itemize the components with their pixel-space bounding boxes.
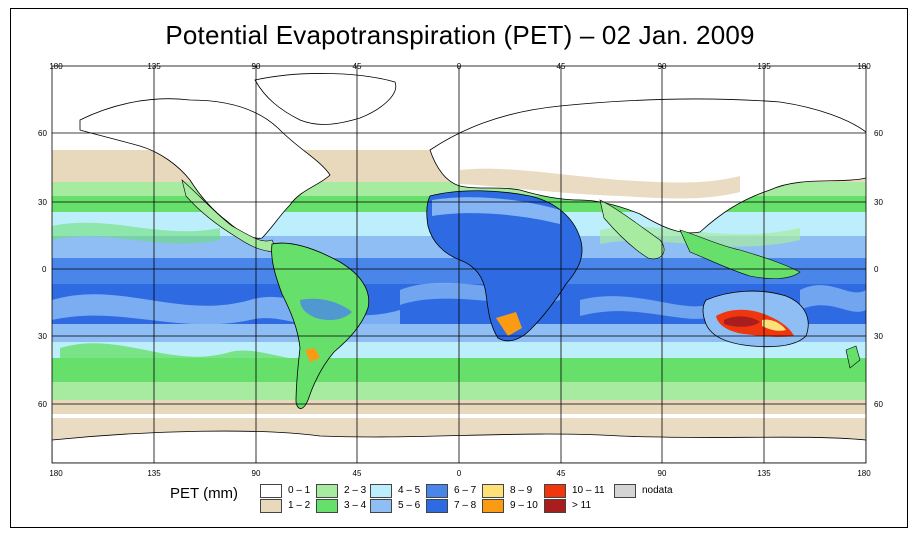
legend-label-2-3: 2 – 3 bbox=[344, 485, 367, 496]
lon-tick-bottom: 180 bbox=[857, 469, 871, 478]
land-greenland bbox=[254, 73, 397, 125]
legend-swatch-9-10 bbox=[482, 499, 504, 513]
swirl-south-pacific-east bbox=[800, 285, 866, 312]
land-sahara-band bbox=[432, 197, 560, 224]
legend-swatch-4-5 bbox=[370, 484, 392, 498]
lon-ticks-bottom: 180 135 90 45 0 45 90 135 180 bbox=[49, 469, 871, 478]
legend-swatch-0-1 bbox=[260, 484, 282, 498]
legend-swatch-gt11 bbox=[544, 499, 566, 513]
legend-swatch-5-6 bbox=[370, 499, 392, 513]
legend-swatch-1-2 bbox=[260, 499, 282, 513]
legend-label-nodata: nodata bbox=[642, 485, 673, 496]
lat-tick-left: 60 bbox=[38, 400, 47, 409]
lat-ticks-right: 60 30 0 30 60 bbox=[874, 129, 883, 409]
lat-tick-left: 0 bbox=[42, 265, 47, 274]
legend-swatch-3-4 bbox=[316, 499, 338, 513]
legend-label-7-8: 7 – 8 bbox=[454, 500, 477, 511]
legend-label-3-4: 3 – 4 bbox=[344, 500, 367, 511]
lat-tick-left: 30 bbox=[38, 332, 47, 341]
map-border bbox=[51, 65, 867, 464]
legend-label-1-2: 1 – 2 bbox=[288, 500, 311, 511]
land-new-zealand bbox=[845, 345, 861, 369]
legend-label-6-7: 6 – 7 bbox=[454, 485, 477, 496]
legend-title: PET (mm) bbox=[170, 485, 239, 502]
swirl-indian bbox=[580, 296, 720, 319]
hotspot-argentina bbox=[305, 348, 320, 362]
legend-swatch-7-8 bbox=[426, 499, 448, 513]
figure-frame bbox=[10, 8, 908, 528]
lon-tick-bottom: 135 bbox=[757, 469, 771, 478]
lon-tick-bottom: 0 bbox=[457, 469, 462, 478]
lon-tick-bottom: 180 bbox=[49, 469, 63, 478]
swirl-south-midlat bbox=[60, 343, 350, 374]
lon-tick-top: 45 bbox=[557, 62, 566, 71]
lon-tick-top: 0 bbox=[457, 62, 462, 71]
land-eurasia bbox=[429, 98, 866, 234]
legend-label-gt11: > 11 bbox=[572, 500, 591, 511]
lon-tick-top: 90 bbox=[252, 62, 261, 71]
legend-label-8-9: 8 – 9 bbox=[510, 485, 533, 496]
lat-tick-right: 0 bbox=[874, 265, 879, 274]
graticule bbox=[51, 65, 867, 464]
legend-swatch-6-7 bbox=[426, 484, 448, 498]
land-brazil-pet-high bbox=[300, 298, 352, 320]
lon-tick-bottom: 90 bbox=[252, 469, 261, 478]
legend-swatch-10-11 bbox=[544, 484, 566, 498]
lon-tick-top: 135 bbox=[147, 62, 161, 71]
lon-tick-top: 135 bbox=[757, 62, 771, 71]
lon-tick-bottom: 135 bbox=[147, 469, 161, 478]
lat-tick-right: 30 bbox=[874, 198, 883, 207]
legend-swatch-8-9 bbox=[482, 484, 504, 498]
land-eurasia-midlat bbox=[460, 168, 740, 199]
lat-tick-right: 60 bbox=[874, 400, 883, 409]
lon-tick-top: 90 bbox=[658, 62, 667, 71]
hotspot-australia-yellow bbox=[762, 319, 786, 331]
lat-tick-right: 30 bbox=[874, 332, 883, 341]
legend-swatch-nodata bbox=[614, 484, 636, 498]
land-north-america bbox=[79, 98, 331, 239]
lat-ticks-left: 60 30 0 30 60 bbox=[38, 129, 47, 409]
lon-tick-top: 45 bbox=[353, 62, 362, 71]
hotspot-australia-darkred bbox=[724, 316, 760, 327]
legend-label-10-11: 10 – 11 bbox=[572, 485, 605, 496]
legend-label-4-5: 4 – 5 bbox=[398, 485, 421, 496]
lon-tick-top: 180 bbox=[49, 62, 63, 71]
lat-tick-right: 60 bbox=[874, 129, 883, 138]
lon-tick-bottom: 90 bbox=[658, 469, 667, 478]
map-title: Potential Evapotranspiration (PET) – 02 … bbox=[165, 20, 755, 50]
lon-tick-bottom: 45 bbox=[353, 469, 362, 478]
lat-tick-left: 30 bbox=[38, 198, 47, 207]
land-southeast-asia bbox=[679, 229, 801, 279]
lon-ticks-top: 180 135 90 45 0 45 90 135 180 bbox=[49, 62, 871, 71]
legend-label-5-6: 5 – 6 bbox=[398, 500, 421, 511]
hotspot-south-africa bbox=[496, 312, 522, 336]
legend-label-9-10: 9 – 10 bbox=[510, 500, 538, 511]
legend-label-0-1: 0 – 1 bbox=[288, 485, 311, 496]
swirl-north-pacific bbox=[52, 222, 220, 244]
lon-tick-bottom: 45 bbox=[557, 469, 566, 478]
legend-swatch-2-3 bbox=[316, 484, 338, 498]
lon-tick-top: 180 bbox=[857, 62, 871, 71]
lat-tick-left: 60 bbox=[38, 129, 47, 138]
